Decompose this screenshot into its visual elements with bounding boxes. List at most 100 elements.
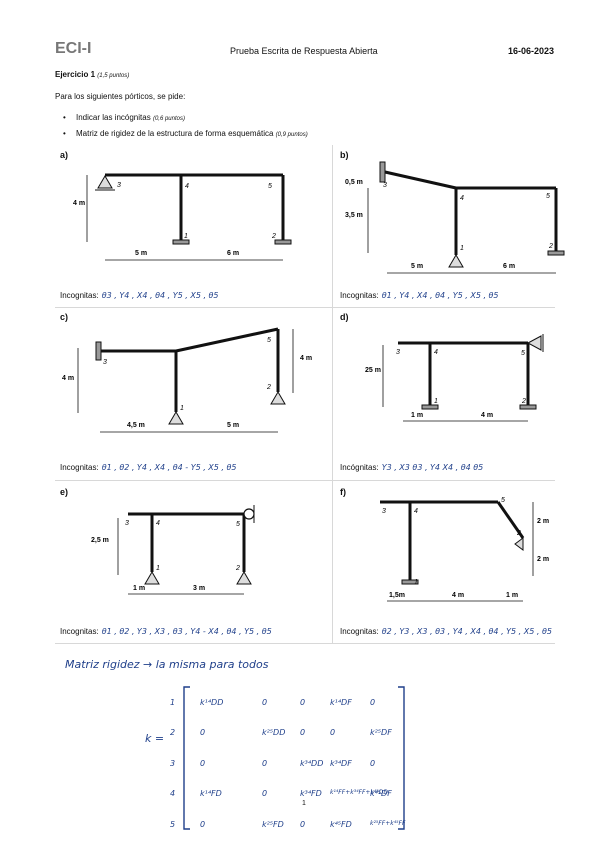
matrix-cell: k¹⁴FF+k³⁴FF+k⁴⁵DD [330,789,388,796]
matrix-cell: 0 [330,728,336,737]
dimension-label: 5 m [135,250,147,257]
svg-text:2,5 m: 2,5 m [91,537,109,544]
svg-text:5 m: 5 m [411,263,423,270]
unknowns-f: Incognitas: θ2 , Y3 , X3 , θ3 , Y4 , X4 ,… [340,627,552,636]
svg-text:3: 3 [383,182,387,189]
svg-text:2: 2 [516,530,521,537]
matrix-symbol: k = [145,732,165,745]
matrix-cell: 0 [300,820,306,829]
svg-text:3: 3 [103,359,107,366]
svg-text:4 m: 4 m [452,592,464,599]
svg-text:3,5 m: 3,5 m [345,212,363,219]
stiffness-matrix [183,686,405,830]
matrix-cell: k³⁴DF [330,759,352,768]
svg-text:1: 1 [180,405,184,412]
divider [55,307,555,308]
bullet-item: Indicar las incógnitas (0,6 puntos) [63,113,185,122]
exercise-title: Ejercicio 1 (1,5 puntos) [55,70,130,79]
divider [55,643,555,644]
divider [332,145,333,643]
svg-text:1: 1 [156,565,160,572]
svg-text:4: 4 [414,508,418,515]
svg-text:2: 2 [266,384,271,391]
svg-text:3: 3 [396,349,400,356]
node-label: 1 [184,233,188,240]
matrix-cell: 0 [262,698,268,707]
matrix-row-label: 4 [170,789,176,798]
unknowns-d: Incógnitas: Y3 , X3 θ3 , Y4 X4 , θ4 θ5 [340,463,484,472]
node-label: 5 [268,183,272,190]
svg-text:5: 5 [236,521,240,528]
panel-c-label: c) [60,312,69,322]
svg-text:4: 4 [156,520,160,527]
frame-d-diagram: 3 4 5 1 2 25 m 1 m 4 m [365,334,544,422]
svg-text:5: 5 [546,193,550,200]
svg-text:4,5 m: 4,5 m [127,422,145,429]
svg-text:5: 5 [521,350,525,357]
course-code: ECI-I [55,40,92,57]
node-label: 4 [185,183,189,190]
svg-text:3 m: 3 m [193,585,205,592]
svg-text:2 m: 2 m [537,518,549,525]
svg-text:6 m: 6 m [503,263,515,270]
svg-text:2: 2 [521,398,526,405]
matrix-cell: k²⁵DD [262,728,286,737]
svg-text:4 m: 4 m [62,375,74,382]
matrix-cell: k⁴⁵FD [330,820,352,829]
page-number: 1 [302,800,306,807]
frame-c-diagram: 3 5 2 1 4 m 4 m 4,5 m 5 m [62,327,312,433]
matrix-cell: k³⁴FD [300,789,322,798]
unknowns-b: Incognitas: θ1 , Y4 , X4 , θ4 , Y5 , X5 ,… [340,291,499,300]
matrix-cell: k⁴⁵DF [370,789,392,798]
svg-text:2: 2 [548,243,553,250]
unknowns-e: Incognitas: θ1 , θ2 , Y3 , X3 , θ3 , Y4 -… [60,627,272,636]
matrix-cell: k¹⁴FD [200,789,222,798]
matrix-cell: k²⁵FD [262,820,284,829]
matrix-row-label: 3 [170,759,176,768]
svg-text:1: 1 [434,398,438,405]
panel-f-label: f) [340,487,346,497]
matrix-cell: 0 [262,759,268,768]
exam-date: 16-06-2023 [508,46,555,56]
svg-text:1: 1 [460,245,464,252]
panel-e-label: e) [60,487,69,497]
svg-text:4 m: 4 m [481,412,493,419]
matrix-row-label: 5 [170,820,176,829]
matrix-cell: 0 [370,698,376,707]
matrix-cell: k¹⁴DF [330,698,352,707]
svg-text:4: 4 [460,195,464,202]
svg-text:5: 5 [501,497,505,504]
matrix-cell: 0 [200,759,206,768]
svg-text:4: 4 [434,349,438,356]
matrix-row-label: 2 [170,728,176,737]
divider [55,480,555,481]
svg-text:3: 3 [125,520,129,527]
matrix-cell: k²⁵DF [370,728,392,737]
panel-b-label: b) [340,150,349,160]
matrix-cell: 0 [200,728,206,737]
svg-text:1 m: 1 m [133,585,145,592]
matrix-cell: 0 [370,759,376,768]
svg-text:5: 5 [267,337,271,344]
exercise-intro: Para los siguientes pórticos, se pide: [55,92,186,101]
panel-a-label: a) [60,150,69,160]
node-label: 2 [271,233,276,240]
svg-text:2 m: 2 m [537,556,549,563]
svg-text:5 m: 5 m [227,422,239,429]
svg-text:0,5 m: 0,5 m [345,179,363,186]
frame-e-diagram: 3 4 5 1 2 2,5 m 1 m 3 m [91,505,255,595]
panel-d-label: d) [340,312,349,322]
exam-title: Prueba Escrita de Respuesta Abierta [230,46,378,56]
matrix-cell: k³⁴DD [300,759,324,768]
matrix-heading: Matriz rigidez → la misma para todos [65,658,269,671]
dimension-label: 6 m [227,250,239,257]
matrix-cell: 0 [200,820,206,829]
matrix-cell: 0 [300,728,306,737]
matrix-cell: k¹⁴DD [200,698,224,707]
matrix-cell: k²⁵FF+k⁴⁵FF [370,820,406,827]
frame-b-diagram: 3 4 5 1 2 0,5 m 3,5 m 5 m 6 m [345,161,565,274]
svg-text:4 m: 4 m [300,355,312,362]
svg-text:25 m: 25 m [365,367,381,374]
matrix-row-label: 1 [170,698,176,707]
unknowns-c: Incognitas: θ1 , θ2 , Y4 , X4 , θ4 - Y5 ,… [60,463,237,472]
